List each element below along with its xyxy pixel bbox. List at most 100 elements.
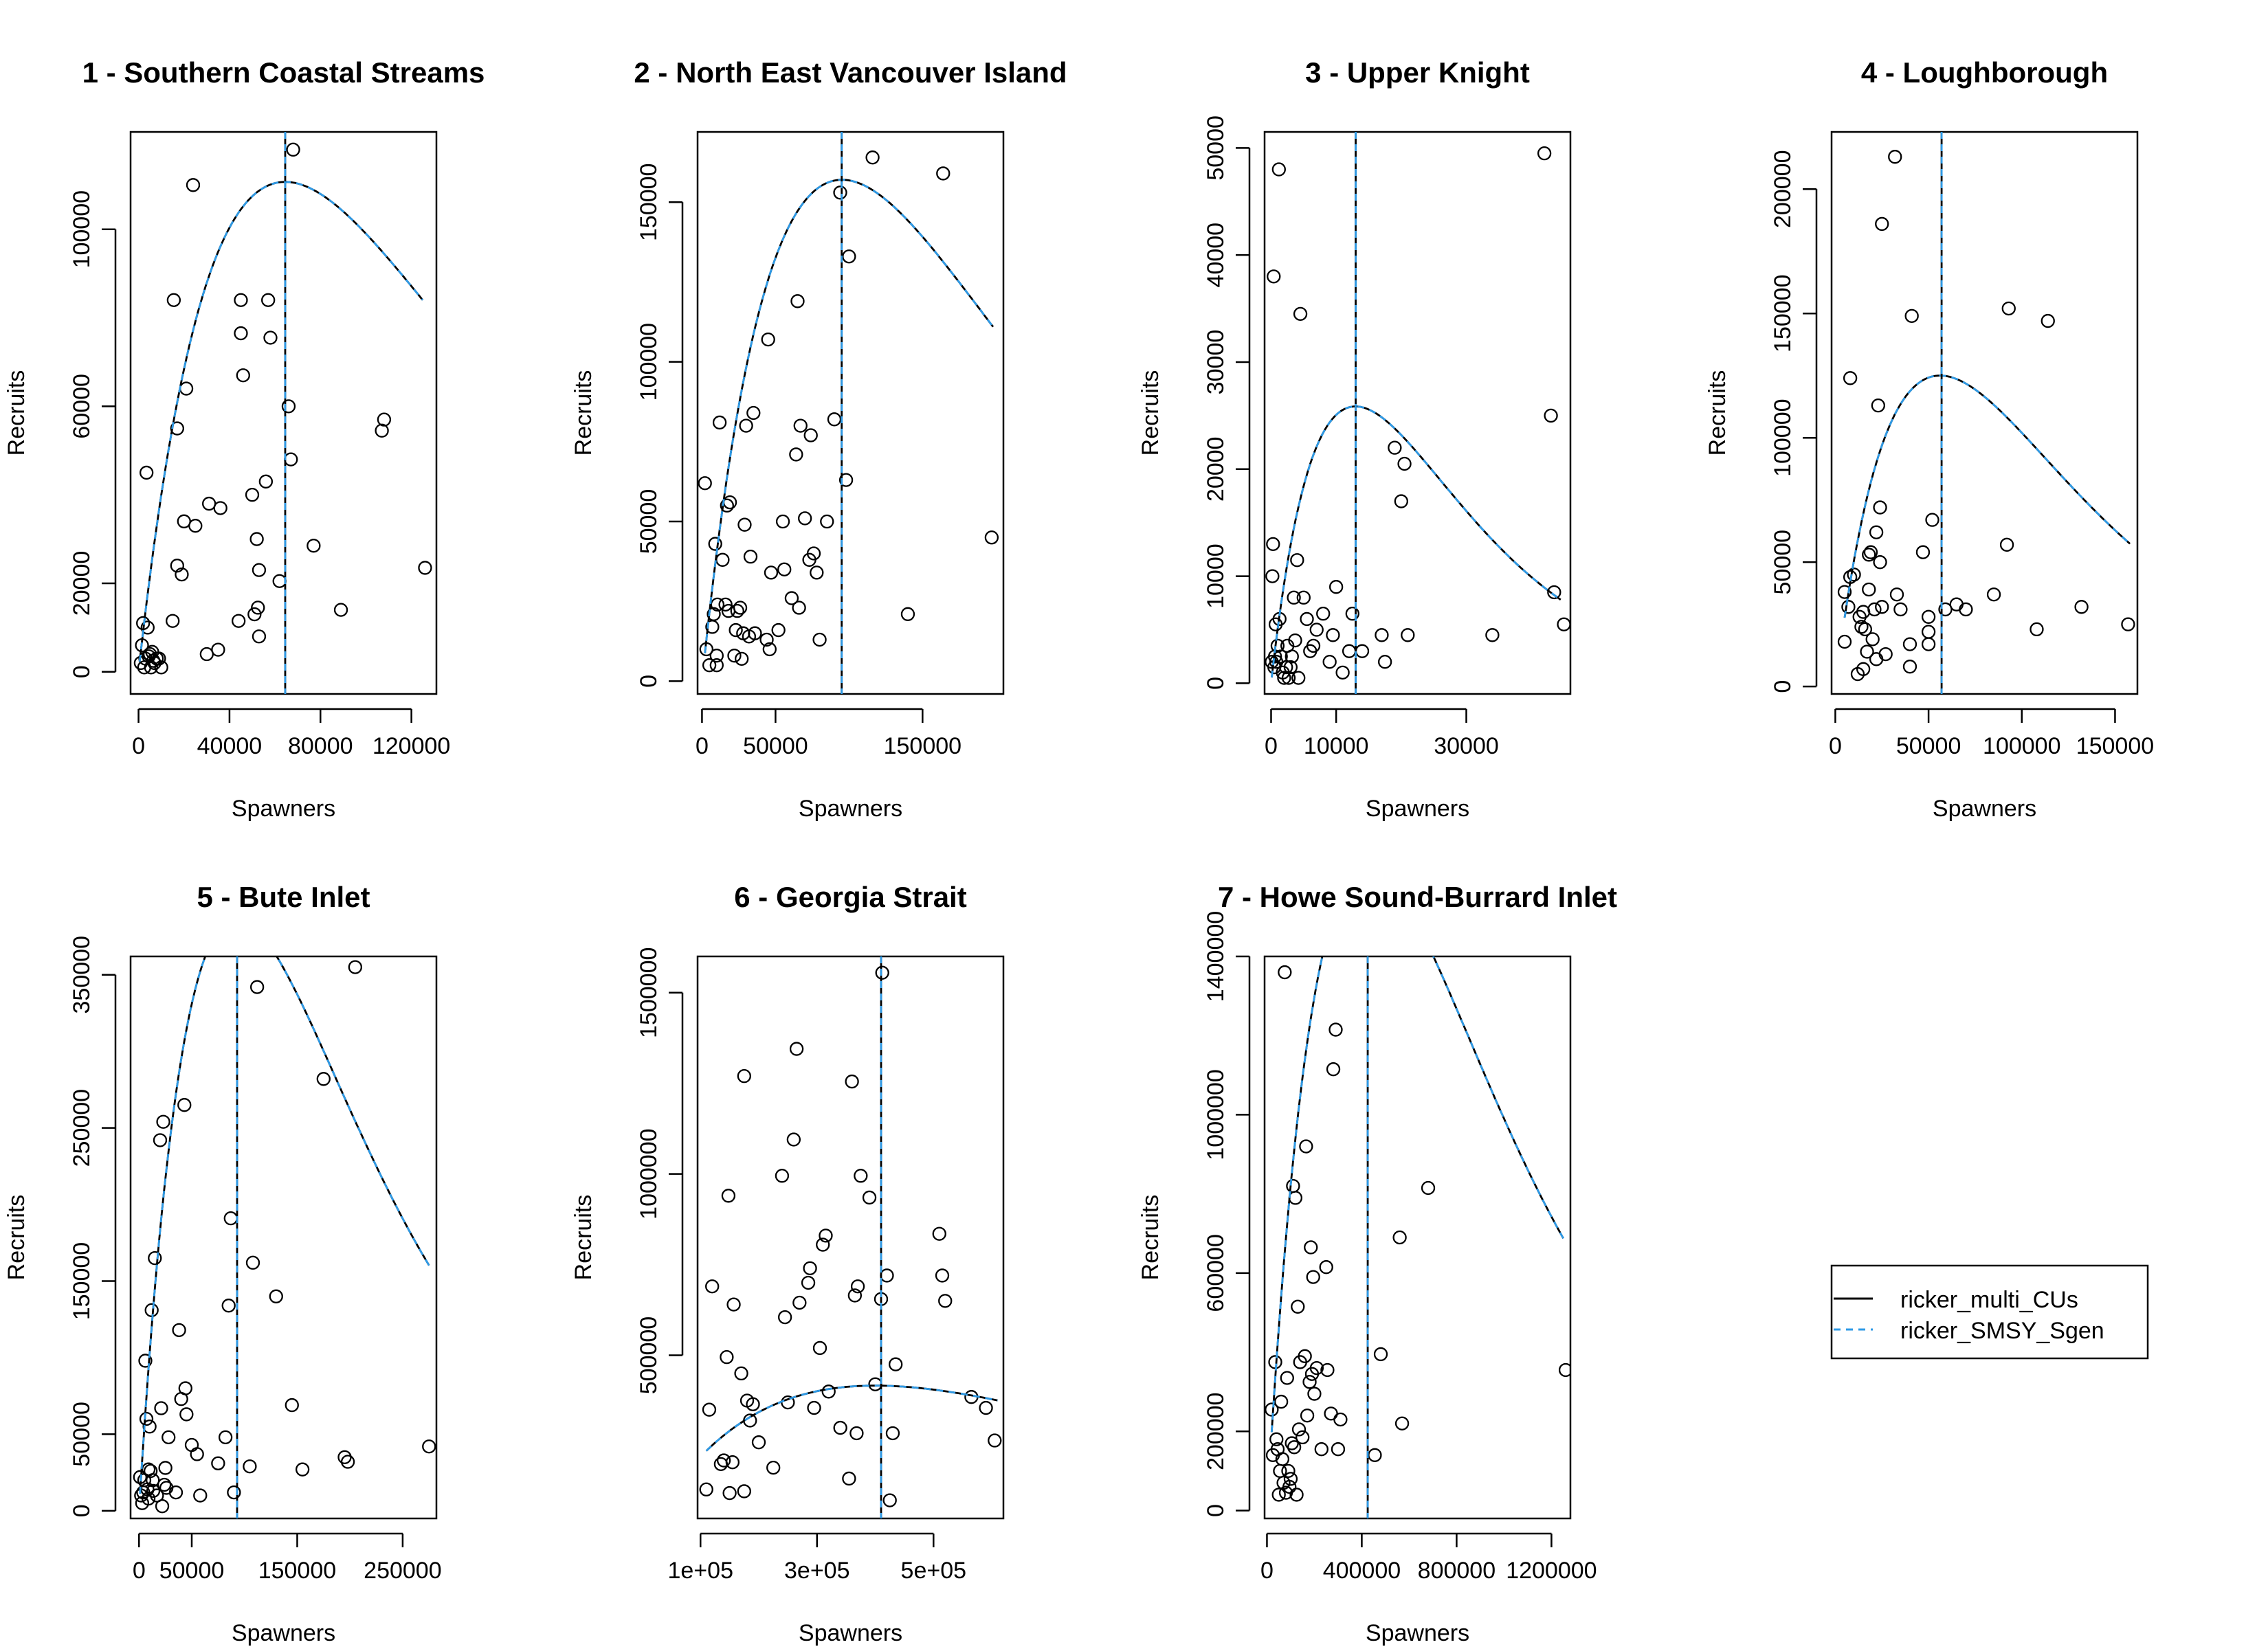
data-point <box>1328 1022 1343 1037</box>
data-point <box>269 1289 283 1303</box>
panel-2-y-tick-label: 150000 <box>636 164 662 241</box>
data-point <box>733 601 748 615</box>
panel-5: 5 - Bute Inlet 0 50000 150000 250000 0 50000 15… <box>3 881 442 1646</box>
panel-7-y-tick-label: 1000000 <box>1203 1069 1229 1160</box>
panel-7-title: 7 - Howe Sound-Burrard Inlet <box>1218 881 1617 913</box>
data-point <box>1394 1416 1410 1431</box>
data-point <box>1915 545 1931 559</box>
data-point <box>348 960 362 974</box>
data-point <box>1316 606 1331 621</box>
data-point <box>1902 637 1917 651</box>
data-point <box>1865 632 1880 647</box>
data-point <box>281 399 296 414</box>
data-point <box>739 418 753 433</box>
panel-3-frame <box>1263 131 1572 695</box>
data-point <box>838 473 854 487</box>
data-point <box>737 1069 751 1084</box>
panel-3-y-tick-label: 20000 <box>1203 437 1229 502</box>
data-point <box>213 501 227 515</box>
panel-3-y-tick-label: 50000 <box>1203 115 1229 181</box>
data-point <box>1281 671 1296 685</box>
data-point <box>1280 1371 1294 1385</box>
data-point <box>170 421 184 436</box>
panel-4-y-tick-label: 0 <box>1770 680 1796 693</box>
data-point <box>716 1453 731 1468</box>
data-point <box>1858 622 1872 637</box>
panel-7-y-tick-label: 0 <box>1203 1504 1229 1517</box>
data-point <box>285 1398 299 1413</box>
data-point <box>1544 408 1558 423</box>
data-point <box>1537 146 1552 161</box>
data-point <box>155 1499 170 1514</box>
data-point <box>1291 671 1306 685</box>
data-point <box>1862 548 1876 562</box>
data-point <box>1296 590 1311 605</box>
data-point <box>833 186 847 200</box>
data-point <box>1265 1402 1279 1417</box>
data-point <box>1333 1412 1348 1427</box>
data-point <box>775 514 790 529</box>
panel-1-x-tick-label: 80000 <box>288 733 353 759</box>
panel-3-x-tick-label: 0 <box>1265 733 1278 759</box>
data-point <box>845 1074 859 1089</box>
data-point <box>1309 622 1324 637</box>
data-point <box>144 1463 158 1479</box>
data-point <box>148 1250 162 1266</box>
data-point <box>727 649 742 663</box>
panel-3-y-label: Recruits <box>1137 370 1164 456</box>
data-point <box>762 642 777 657</box>
data-point <box>842 249 856 264</box>
data-point <box>1281 1463 1296 1479</box>
data-point <box>146 1483 161 1499</box>
data-point <box>729 622 743 638</box>
ricker-smsy-curve <box>705 1384 998 1452</box>
data-point <box>718 597 733 612</box>
panel-1-y-tick-label: 60000 <box>69 374 95 439</box>
panel-5-title: 5 - Bute Inlet <box>197 881 370 913</box>
data-point <box>140 465 154 480</box>
data-point <box>153 1133 168 1147</box>
panel-1-x-tick-label: 120000 <box>373 733 450 759</box>
data-point <box>712 415 727 430</box>
data-point <box>1392 1230 1407 1245</box>
data-point <box>1847 568 1861 582</box>
data-point <box>775 1169 790 1183</box>
data-point <box>1397 456 1412 471</box>
data-point <box>2121 617 2135 631</box>
data-point <box>375 423 389 438</box>
data-point <box>743 549 758 564</box>
data-point <box>777 562 792 576</box>
data-point <box>158 1461 173 1475</box>
panel-3-y-tick-label: 0 <box>1203 677 1229 690</box>
data-point <box>777 1310 792 1325</box>
panel-7-x-tick-label: 0 <box>1260 1558 1274 1584</box>
data-point <box>875 965 889 980</box>
data-point <box>1302 1375 1317 1389</box>
panel-4-x-tick-label: 50000 <box>1896 733 1961 759</box>
data-point <box>227 1485 241 1500</box>
data-point <box>1290 553 1304 568</box>
data-point <box>245 1255 260 1270</box>
data-point <box>816 1237 830 1252</box>
data-point <box>2074 600 2089 614</box>
panel-5-y-tick-label: 250000 <box>69 1089 95 1167</box>
data-point <box>1854 620 1869 634</box>
data-point <box>261 293 276 307</box>
data-point <box>1291 1299 1305 1314</box>
panel-2-frame <box>696 131 1005 695</box>
data-point <box>1547 585 1561 600</box>
data-point <box>252 629 267 644</box>
data-point <box>1271 162 1286 177</box>
data-point <box>784 591 799 605</box>
data-point <box>1394 494 1408 508</box>
panel-5-x-label: Spawners <box>232 1620 335 1646</box>
data-point <box>236 368 250 383</box>
data-point <box>827 412 842 427</box>
data-point <box>1421 1180 1436 1196</box>
data-point <box>812 1340 827 1356</box>
data-point <box>979 1400 993 1415</box>
data-point <box>735 651 749 666</box>
panel-7-x-label: Spawners <box>1366 1620 1469 1646</box>
data-point <box>730 604 744 618</box>
